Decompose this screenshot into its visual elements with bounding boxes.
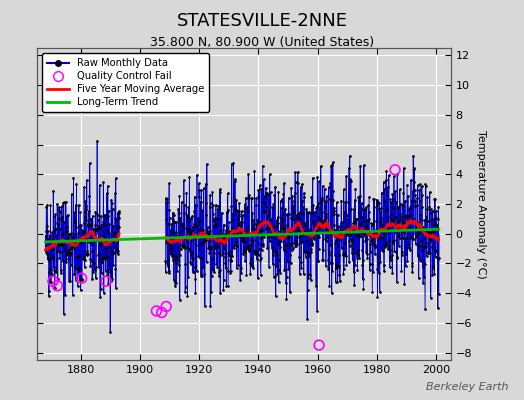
Y-axis label: Temperature Anomaly (°C): Temperature Anomaly (°C) — [476, 130, 486, 278]
Point — [78, 275, 86, 282]
Point — [49, 278, 57, 284]
Point — [152, 308, 161, 314]
Text: 35.800 N, 80.900 W (United States): 35.800 N, 80.900 W (United States) — [150, 36, 374, 49]
Legend: Raw Monthly Data, Quality Control Fail, Five Year Moving Average, Long-Term Tren: Raw Monthly Data, Quality Control Fail, … — [42, 53, 209, 112]
Point — [162, 303, 170, 310]
Point — [315, 342, 323, 348]
Point — [391, 167, 399, 173]
Text: STATESVILLE-2NNE: STATESVILLE-2NNE — [177, 12, 347, 30]
Text: Berkeley Earth: Berkeley Earth — [426, 382, 508, 392]
Point — [102, 278, 111, 284]
Point — [53, 282, 61, 289]
Point — [158, 309, 166, 316]
